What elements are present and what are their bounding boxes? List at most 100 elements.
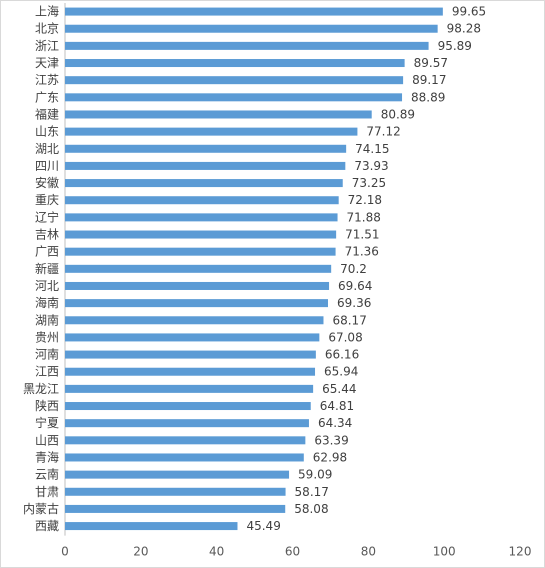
bar <box>65 350 316 359</box>
value-label: 66.16 <box>325 348 359 362</box>
x-tick-label: 80 <box>361 545 376 559</box>
bar <box>65 24 438 33</box>
bar <box>65 436 306 445</box>
bar <box>65 196 339 205</box>
value-label: 58.08 <box>294 502 328 516</box>
bar <box>65 230 337 239</box>
category-label: 新疆 <box>35 261 59 276</box>
category-label: 广西 <box>35 245 59 259</box>
bar <box>65 7 443 16</box>
category-label: 广东 <box>35 90 59 104</box>
value-label: 70.2 <box>340 262 367 276</box>
category-label: 重庆 <box>35 193 59 207</box>
category-label: 黑龙江 <box>23 382 59 396</box>
category-label: 湖北 <box>35 141 59 156</box>
bar <box>65 384 314 393</box>
value-label: 65.44 <box>322 382 356 396</box>
value-label: 95.89 <box>438 39 472 53</box>
category-label: 内蒙古 <box>23 501 59 516</box>
value-label: 64.34 <box>318 416 352 430</box>
category-label: 西藏 <box>35 519 59 533</box>
bar <box>65 470 290 479</box>
category-label: 江苏 <box>35 73 59 87</box>
category-label: 天津 <box>35 56 59 70</box>
x-tick-label: 20 <box>133 545 148 559</box>
bar <box>65 333 320 342</box>
category-label: 北京 <box>35 22 59 36</box>
category-label: 辽宁 <box>35 209 59 224</box>
bar <box>65 247 336 256</box>
bar <box>65 213 338 222</box>
bar <box>65 76 404 85</box>
value-label: 69.36 <box>337 296 371 310</box>
value-label: 58.17 <box>295 485 329 499</box>
bar <box>65 179 343 188</box>
x-tick-label: 40 <box>209 545 224 559</box>
bar <box>65 316 324 325</box>
bar <box>65 522 238 531</box>
bar <box>65 264 332 273</box>
category-label: 陕西 <box>35 398 59 413</box>
x-tick-label: 0 <box>61 545 69 559</box>
value-label: 98.28 <box>447 22 481 36</box>
x-tick-label: 100 <box>433 545 456 559</box>
bar <box>65 419 309 428</box>
category-label: 吉林 <box>35 228 59 242</box>
value-label: 67.08 <box>328 330 362 344</box>
value-label: 89.17 <box>412 73 446 87</box>
value-label: 71.51 <box>345 228 379 242</box>
category-label: 宁夏 <box>35 415 59 430</box>
category-label: 山西 <box>35 433 59 447</box>
value-label: 69.64 <box>338 279 372 293</box>
bar <box>65 59 405 68</box>
bar <box>65 93 403 102</box>
value-label: 72.18 <box>348 193 382 207</box>
bar <box>65 453 304 462</box>
value-label: 68.17 <box>332 313 366 327</box>
value-label: 89.57 <box>414 56 448 70</box>
category-label: 江西 <box>35 365 59 379</box>
value-label: 88.89 <box>411 90 445 104</box>
category-label: 山东 <box>35 125 59 139</box>
value-label: 73.93 <box>354 159 388 173</box>
value-label: 71.36 <box>345 245 379 259</box>
x-tick-label: 60 <box>285 545 300 559</box>
value-label: 80.89 <box>381 107 415 121</box>
bar <box>65 402 311 411</box>
value-label: 65.94 <box>324 365 358 379</box>
bar <box>65 281 330 290</box>
category-label: 四川 <box>35 159 59 173</box>
bar <box>65 110 372 119</box>
bar <box>65 504 286 513</box>
bar <box>65 127 358 136</box>
bar <box>65 41 429 50</box>
category-label: 贵州 <box>35 330 59 344</box>
category-label: 湖南 <box>35 312 59 327</box>
bar <box>65 161 346 170</box>
category-label: 青海 <box>35 449 59 464</box>
value-label: 74.15 <box>355 142 389 156</box>
value-label: 99.65 <box>452 5 486 19</box>
category-label: 河北 <box>35 279 59 293</box>
value-label: 77.12 <box>366 125 400 139</box>
category-label: 上海 <box>35 4 59 19</box>
bar <box>65 367 316 376</box>
value-label: 63.39 <box>314 433 348 447</box>
value-label: 73.25 <box>352 176 386 190</box>
category-label: 浙江 <box>35 39 59 53</box>
value-label: 62.98 <box>313 450 347 464</box>
category-label: 海南 <box>35 295 59 310</box>
bar <box>65 487 286 496</box>
value-label: 71.88 <box>347 210 381 224</box>
category-label: 福建 <box>35 106 59 121</box>
value-label: 59.09 <box>298 468 332 482</box>
value-label: 45.49 <box>246 519 280 533</box>
bar <box>65 299 328 308</box>
category-label: 安徽 <box>35 175 59 190</box>
x-tick-label: 120 <box>509 545 532 559</box>
value-label: 64.81 <box>320 399 354 413</box>
category-label: 甘肃 <box>35 485 59 499</box>
bar <box>65 144 347 153</box>
category-label: 河南 <box>35 347 59 362</box>
